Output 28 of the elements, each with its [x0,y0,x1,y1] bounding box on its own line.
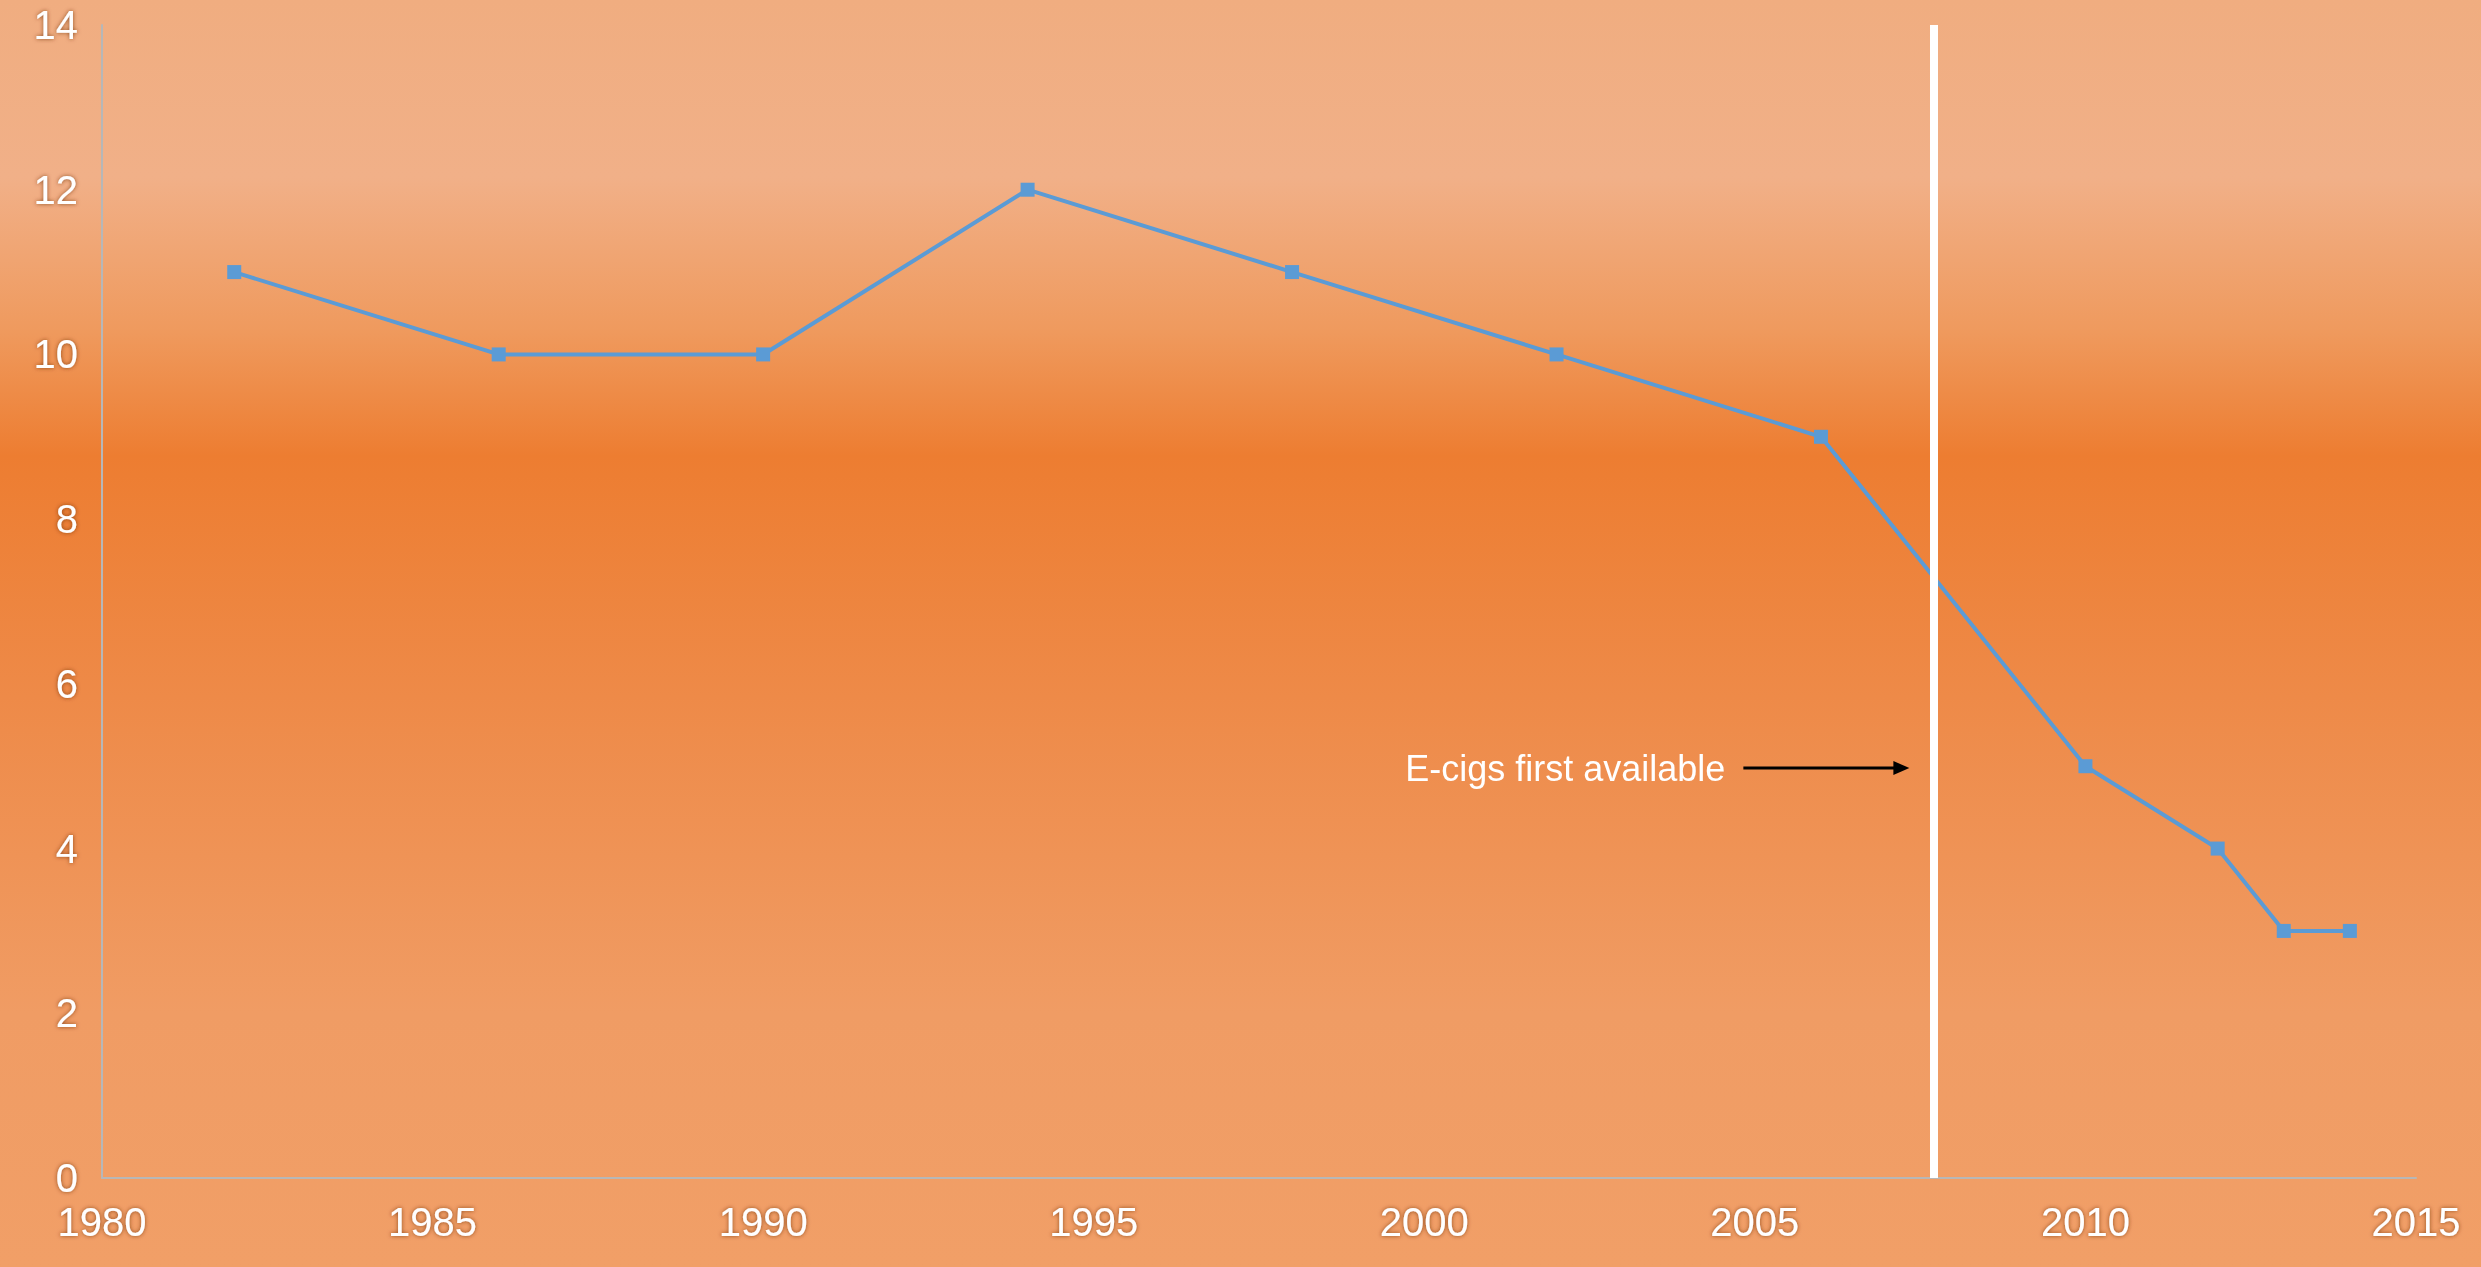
x-tick-label: 2010 [2040,1200,2130,1244]
point [1285,265,1300,280]
point [1549,347,1564,362]
y-tick-label: 0 [55,1156,78,1200]
x-tick-label: 1990 [718,1200,808,1244]
x-tick-label: 1995 [1049,1200,1139,1244]
point [491,347,506,362]
y-tick-label: 10 [33,332,78,377]
y-tick-label: 4 [55,826,78,871]
point [1813,429,1828,444]
point [2276,923,2291,938]
x-tick-label: 2015 [2371,1200,2461,1244]
y-tick-label: 8 [55,497,78,542]
point [1020,182,1035,197]
y-tick-label: 12 [33,167,78,212]
x-tick-label: 2000 [1379,1200,1469,1244]
point [2210,841,2225,856]
x-tick-label: 2005 [1710,1200,1800,1244]
point [756,347,771,362]
point [2342,923,2357,938]
point [227,265,242,280]
y-tick-label: 14 [33,3,78,47]
y-tick-label: 2 [55,991,78,1036]
x-tick-label: 1985 [388,1200,478,1244]
annotation: E-cigs first available [1405,747,1726,789]
y-tick-label: 6 [55,661,78,706]
x-tick-label: 1980 [57,1200,147,1244]
point [2078,759,2093,774]
